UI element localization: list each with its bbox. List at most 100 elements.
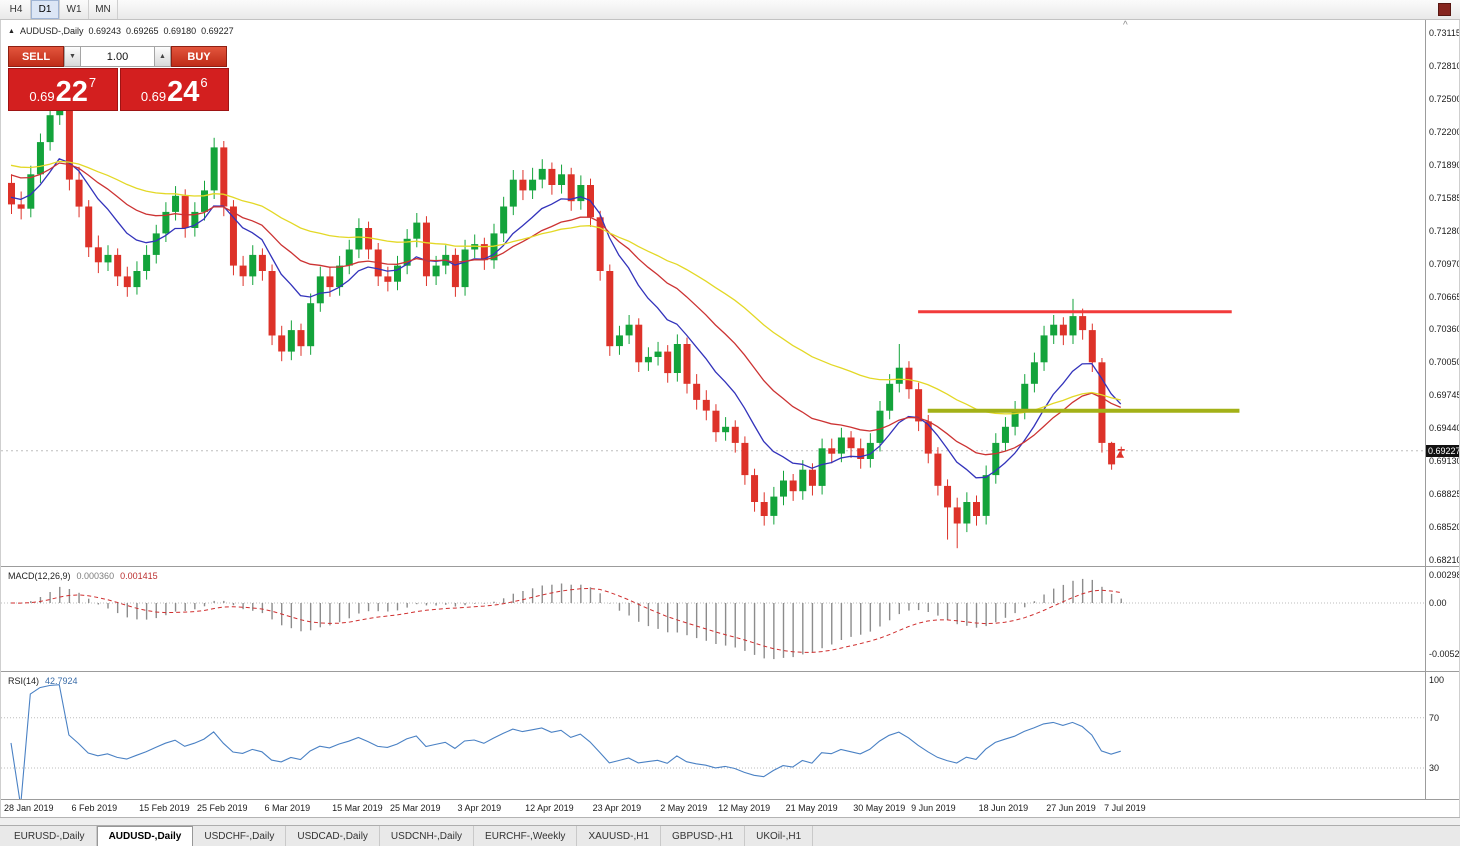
candle-body [191,211,199,228]
candle-body [963,502,971,524]
candle-body [635,324,643,363]
volume-input[interactable] [80,46,155,67]
candle-body [895,367,903,384]
candle-body [220,147,228,207]
macd-pane: MACD(12,26,9) 0.000360 0.001415 0.00298 0… [1,567,1459,672]
price-axis-label: 0.69130 [1429,456,1459,467]
candle-body [326,276,334,288]
price-axis-label: 0.68210 [1429,555,1459,565]
macd-histogram [20,578,1122,660]
buy-price-button[interactable]: 0.69 24 6 [119,68,229,111]
price-axis-label: 0.71890 [1429,159,1459,170]
candle-body [432,265,440,277]
date-axis-label: 2 May 2019 [660,803,708,813]
candle-body [905,367,913,390]
candle-body [693,383,701,400]
candle-body [1011,410,1019,427]
candle-body [1050,324,1058,336]
candle-body [712,410,720,433]
candle-body [36,142,44,175]
candle-body [152,233,160,255]
timeframe-button-w1[interactable]: W1 [60,0,89,19]
sell-button[interactable]: SELL [8,46,64,67]
rsi-header: RSI(14) 42.7924 [8,676,78,686]
volume-decrease-button[interactable]: ▼ [64,46,80,67]
candle-body [837,437,845,454]
candle-body [336,265,344,288]
candle-body [1069,316,1077,336]
candle-body [172,195,180,212]
candle-body [403,238,411,266]
candle-body [75,179,83,207]
candle-body [567,174,575,202]
date-axis-label: 12 Apr 2019 [525,803,574,813]
ohlc-low: 0.69180 [163,26,197,36]
candle-body [297,330,305,347]
candle-body [394,265,401,282]
candle-body [799,469,807,492]
volume-increase-button[interactable]: ▲ [155,46,171,67]
candle-body [828,448,836,454]
date-axis-label: 25 Feb 2019 [197,803,248,813]
chart-tab-usdcad-daily[interactable]: USDCAD-,Daily [286,826,380,846]
price-axis-label: 0.71280 [1429,225,1459,236]
price-axis-label: 0.71585 [1429,192,1459,203]
macd-axis-label: 0.00298 [1429,570,1459,580]
candle-body [1030,362,1038,384]
timeframe-button-h4[interactable]: H4 [2,0,31,19]
macd-chart[interactable] [1,567,1425,671]
price-chart[interactable] [1,20,1425,566]
date-axis-label: 28 Jan 2019 [4,803,54,813]
window-icon[interactable] [1438,3,1451,16]
chart-tab-eurusd-daily[interactable]: EURUSD-,Daily [3,826,97,846]
candle-body [924,421,932,454]
sell-price-button[interactable]: 0.69 22 7 [8,68,118,111]
price-axis-separator [1425,20,1426,800]
candle-body [249,254,257,277]
candle-body [114,254,122,277]
buy-price-prefix: 0.69 [140,89,167,104]
price-axis-label: 0.73115 [1429,28,1459,38]
chart-tab-eurchf-weekly[interactable]: EURCHF-,Weekly [474,826,578,846]
ma-slow-line [10,160,1121,415]
candle-body [722,426,730,433]
chart-tab-gbpusd-h1[interactable]: GBPUSD-,H1 [661,826,746,846]
candle-body [760,502,768,516]
candle-body [596,217,604,271]
candle-body [973,502,980,516]
candle-body [741,442,749,476]
candle-body [847,437,855,449]
candle-body [85,206,93,248]
candle-body [509,179,517,207]
candle-body [123,276,131,288]
rsi-value: 42.7924 [45,676,78,686]
chart-tab-usdcnh-daily[interactable]: USDCNH-,Daily [380,826,475,846]
rsi-axis-label: 70 [1429,712,1440,723]
chart-tab-audusd-daily[interactable]: AUDUSD-,Daily [96,826,194,846]
candle-body [451,254,459,288]
date-axis-label: 30 May 2019 [853,803,906,813]
candle-body [751,475,759,502]
candle-body [538,168,546,180]
timeframe-button-d1[interactable]: D1 [31,0,60,19]
price-axis-label: 0.70360 [1429,324,1459,335]
chevron-up-icon: ^ [1123,20,1128,31]
chart-tabs-bar: EURUSD-,Daily AUDUSD-,Daily USDCHF-,Daily U… [0,825,1460,846]
candle-body [992,442,1000,476]
candle-body [625,324,633,336]
chart-tab-ukoil-h1[interactable]: UKOil-,H1 [745,826,814,846]
candle-body [384,276,392,282]
chart-tab-xauusd-h1[interactable]: XAUUSD-,H1 [577,826,662,846]
timeframe-button-mn[interactable]: MN [89,0,118,19]
date-axis-label: 3 Apr 2019 [457,803,502,813]
rsi-chart[interactable] [1,672,1425,799]
candle-body [866,442,874,459]
rsi-pane: RSI(14) 42.7924 100 70 30 [1,672,1459,800]
chart-tab-usdchf-daily[interactable]: USDCHF-,Daily [193,826,287,846]
chart-window: ▲ AUDUSD-,Daily 0.69243 0.69265 0.69180 … [0,20,1460,817]
chart-symbol-label: ▲ AUDUSD-,Daily 0.69243 0.69265 0.69180 … [8,26,234,36]
candle-body [1088,330,1096,363]
candle-body [17,204,25,209]
candle-body [413,222,421,239]
buy-button[interactable]: BUY [171,46,227,67]
